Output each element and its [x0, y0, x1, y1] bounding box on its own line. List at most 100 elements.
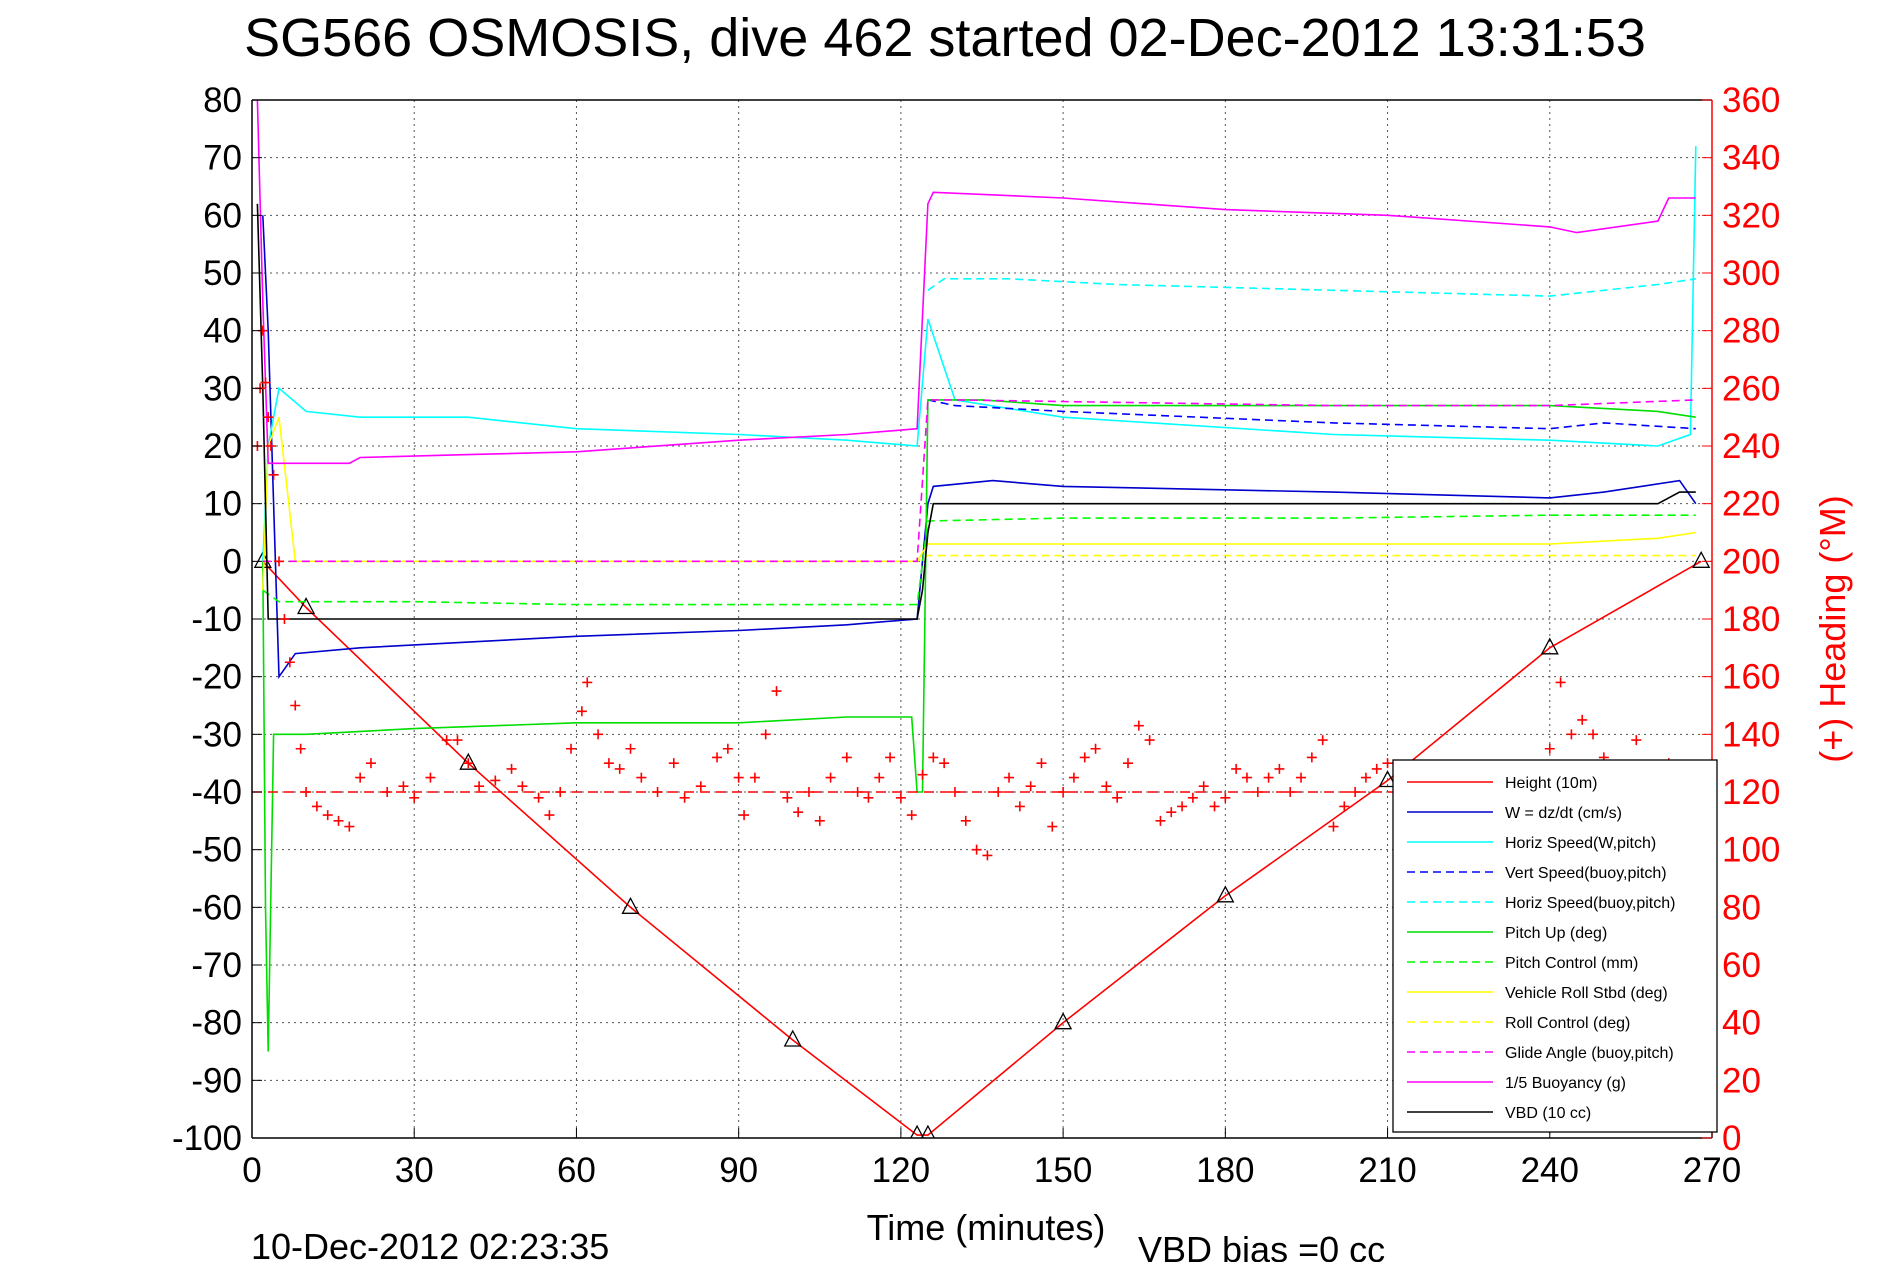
series-line-1-5-buoyancy-g: [256, 100, 1696, 465]
heading-point: [652, 787, 663, 797]
y-tick-label-left: 30: [203, 369, 242, 408]
heading-point: [803, 787, 814, 797]
heading-point: [311, 801, 322, 812]
heading-point: [1144, 735, 1155, 746]
y-tick-label-right: 60: [1722, 946, 1761, 985]
heading-point: [1371, 763, 1382, 774]
heading-point: [533, 792, 544, 803]
series-line-vbd-10-cc: [256, 203, 1696, 620]
heading-point: [322, 810, 333, 821]
series-line-horiz-speed-w-pitch: [262, 146, 1697, 562]
heading-point: [1004, 772, 1015, 783]
heading-point: [344, 821, 355, 832]
heading-point: [733, 772, 744, 783]
y-tick-label-right: 280: [1722, 312, 1780, 351]
heading-point: [917, 769, 928, 780]
heading-point: [614, 763, 625, 774]
heading-point: [1306, 752, 1317, 763]
x-tick-label: 120: [872, 1151, 930, 1190]
heading-point: [1209, 801, 1220, 812]
series-line-glide-angle-buoy-pitch: [262, 399, 1696, 563]
heading-point: [1231, 763, 1242, 774]
heading-point: [295, 743, 306, 754]
heading-point: [1544, 743, 1555, 754]
y-tick-label-left: -40: [191, 773, 242, 812]
heading-point: [1112, 792, 1123, 803]
y-tick-label-left: 10: [203, 485, 242, 524]
heading-point: [760, 729, 771, 740]
legend-label: Height (10m): [1505, 775, 1597, 792]
heading-point: [1263, 772, 1274, 783]
x-tick-label: 210: [1358, 1151, 1416, 1190]
tick-labels: 0 30 60 90 120 150 180 210 240 270-100-90-80-70-6…: [172, 81, 1780, 1190]
heading-point: [722, 743, 733, 754]
heading-point: [1014, 801, 1025, 812]
y-tick-label-right: 140: [1722, 715, 1780, 754]
heading-point: [274, 556, 285, 567]
heading-point: [993, 787, 1004, 797]
heading-point: [793, 807, 804, 818]
legend-label: Horiz Speed(W,pitch): [1505, 835, 1656, 852]
heading-point: [355, 772, 366, 783]
heading-point: [1101, 781, 1112, 792]
heading-point: [982, 850, 993, 861]
heading-point: [1631, 735, 1642, 746]
legend: Height (10m) W = dz/dt (cm/s) Horiz Speed(…: [1392, 759, 1718, 1133]
heading-point: [1241, 772, 1252, 783]
y-tick-label-right: 320: [1722, 196, 1780, 235]
heading-point: [1328, 821, 1339, 832]
heading-point: [555, 787, 566, 797]
heading-point: [365, 758, 376, 769]
x-tick-label: 0: [242, 1151, 261, 1190]
y-tick-label-left: -80: [191, 1004, 242, 1043]
heading-point: [949, 787, 960, 797]
series-line-horiz-speed-buoy-pitch: [927, 277, 1696, 297]
heading-point: [517, 781, 528, 792]
heading-point: [971, 844, 982, 855]
heading-point: [679, 792, 690, 803]
heading-point: [739, 810, 750, 821]
heading-point: [1025, 781, 1036, 792]
heading-point: [928, 752, 939, 763]
heading-point: [425, 772, 436, 783]
series-line-pitch-up-deg: [262, 399, 1696, 1052]
legend-label: W = dz/dt (cm/s): [1505, 805, 1622, 822]
heading-point: [1047, 821, 1058, 832]
heading-point: [290, 700, 301, 711]
heading-point: [1198, 781, 1209, 792]
heading-point: [333, 815, 344, 826]
y-tick-label-left: -70: [191, 946, 242, 985]
heading-point: [1220, 792, 1231, 803]
heading-point: [695, 781, 706, 792]
height-marker: [459, 752, 478, 770]
y-tick-label-right: 120: [1722, 773, 1780, 812]
y-tick-label-left: -50: [191, 831, 242, 870]
y-tick-label-right: 300: [1722, 254, 1780, 293]
y-tick-label-right: 220: [1722, 485, 1780, 524]
heading-point: [863, 792, 874, 803]
heading-point: [1090, 743, 1101, 754]
heading-point: [1036, 758, 1047, 769]
legend-box: [1392, 759, 1718, 1133]
heading-point: [1155, 815, 1166, 826]
heading-point: [1079, 752, 1090, 763]
height-marker: [1054, 1012, 1073, 1030]
heading-point: [398, 781, 409, 792]
legend-label: Glide Angle (buoy,pitch): [1505, 1045, 1674, 1062]
x-tick-label: 270: [1683, 1151, 1741, 1190]
y-tick-label-right: 160: [1722, 658, 1780, 697]
heading-point: [1058, 787, 1069, 797]
y-tick-label-left: -10: [191, 600, 242, 639]
heading-point: [544, 810, 555, 821]
heading-point: [268, 469, 279, 480]
y-tick-label-left: 80: [203, 81, 242, 120]
y-tick-label-left: 40: [203, 312, 242, 351]
legend-label: Vert Speed(buoy,pitch): [1505, 865, 1667, 882]
heading-point: [566, 743, 577, 754]
y-tick-label-right: 340: [1722, 139, 1780, 178]
heading-point: [1382, 758, 1393, 769]
heading-point: [885, 752, 896, 763]
heading-point: [582, 677, 593, 688]
heading-point: [1339, 801, 1350, 812]
